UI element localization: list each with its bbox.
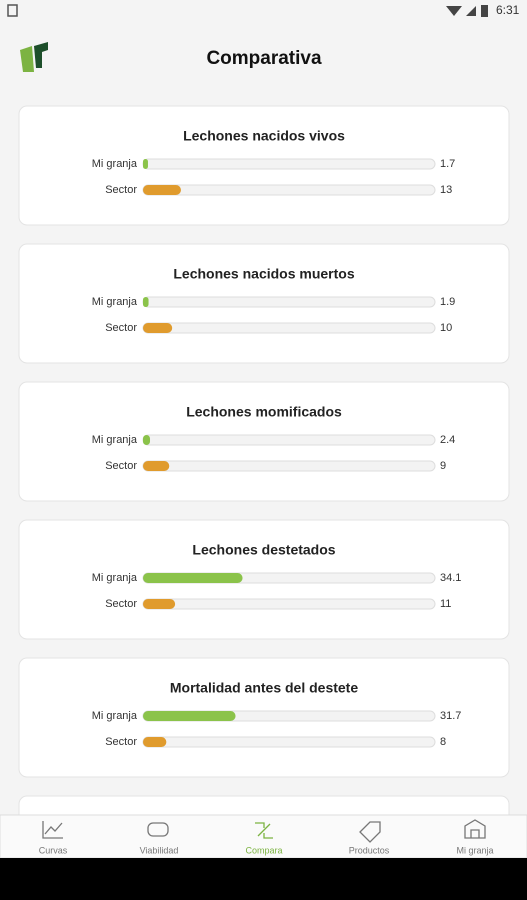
signal-icon [466,6,476,16]
bar [143,159,148,169]
bar-track [142,434,436,446]
bar [143,573,243,583]
bar-track [142,598,436,610]
nav-label[interactable]: Viabilidad [140,845,179,855]
bar-track [142,736,436,748]
bar-value: 1.9 [440,296,455,308]
row-label: Sector [105,736,137,748]
bar-value: 10 [440,322,452,334]
nav-label[interactable]: Compara [245,845,282,855]
bar [143,297,149,307]
bar-value: 13 [440,184,452,196]
bar-track [142,296,436,308]
card-title: Lechones nacidos vivos [183,128,345,144]
bar [143,461,170,471]
bar [143,323,173,333]
bar [143,435,151,445]
status-icon [7,4,18,17]
card-title: Lechones momificados [186,404,342,420]
system-bar [0,858,527,900]
row-label: Sector [105,184,137,196]
bar-track [142,460,436,472]
row-label: Sector [105,322,137,334]
status-time: 6:31 [496,3,520,17]
battery-icon [481,5,488,17]
card-title: Lechones destetados [192,542,335,558]
row-label: Sector [105,460,137,472]
row-label: Sector [105,598,137,610]
nav-label[interactable]: Productos [349,845,390,855]
bar [143,711,236,721]
bar [143,737,167,747]
page-title: Comparativa [206,48,322,69]
row-label: Mi granja [92,296,138,308]
nav-icons [42,819,486,843]
bar-value: 2.4 [440,434,455,446]
bar-value: 34.1 [440,572,461,584]
bar-track [142,158,436,170]
card-list: Lechones nacidos vivos Mi granja 1.7 Sector… [18,105,510,778]
bar-value: 31.7 [440,710,461,722]
bar-track [142,184,436,196]
wifi-icon [446,6,462,16]
row-label: Mi granja [92,572,138,584]
bar-value: 11 [440,598,451,610]
bar-value: 9 [440,460,446,472]
card-title: Mortalidad antes del destete [170,680,358,696]
bar-value: 1.7 [440,158,455,170]
row-label: Mi granja [92,434,138,446]
bar [143,599,176,609]
card-title: Lechones nacidos muertos [173,266,354,282]
bar-track [142,322,436,334]
row-label: Mi granja [92,710,138,722]
bar [143,185,181,195]
row-label: Mi granja [92,158,138,170]
app-logo [20,42,48,72]
nav-label[interactable]: Mi granja [456,845,493,855]
bar-value: 8 [440,736,446,748]
nav-label[interactable]: Curvas [39,845,68,855]
